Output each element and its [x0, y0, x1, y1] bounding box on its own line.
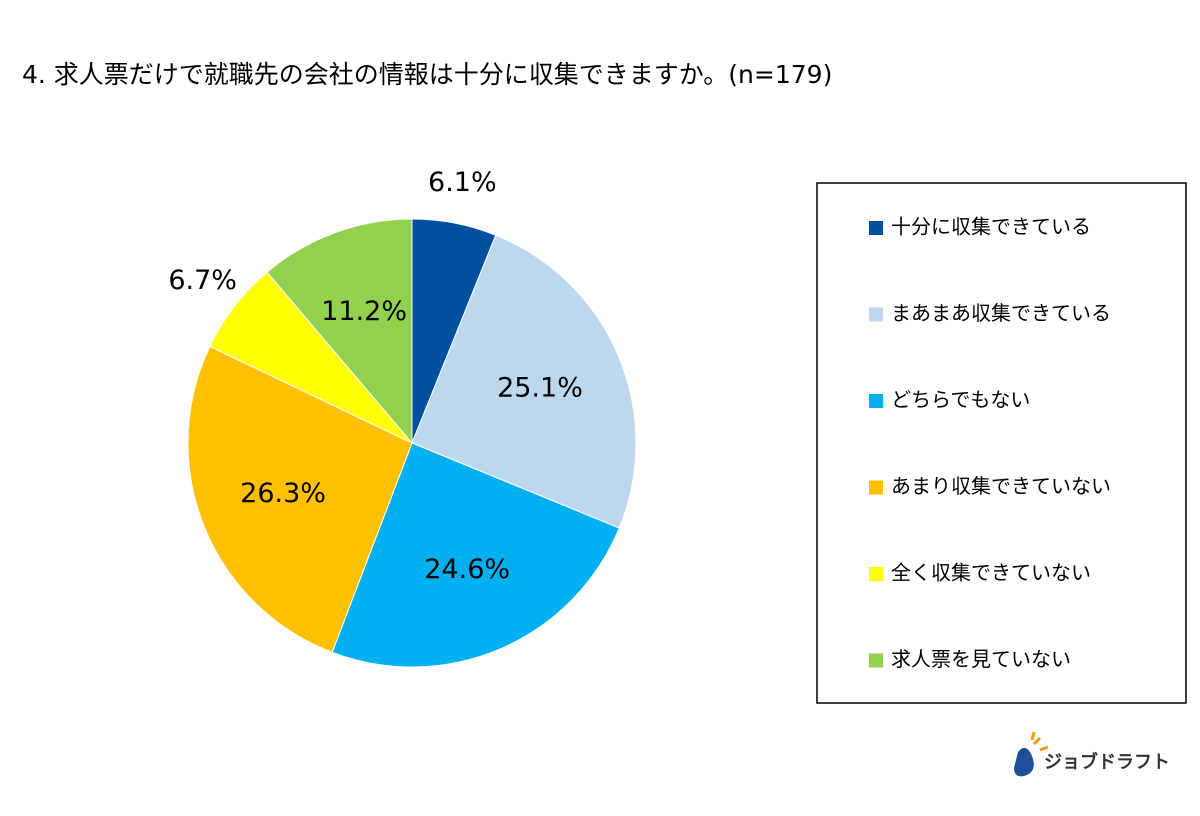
brand-icon: [1014, 747, 1034, 777]
legend-label: 求人票を見ていない: [891, 647, 1071, 671]
legend-swatch: [869, 480, 883, 495]
pie-slice: [187, 345, 413, 653]
legend-label: まあまあ収集できている: [891, 301, 1111, 325]
pie-slice: [411, 234, 637, 529]
legend-swatch: [869, 567, 883, 581]
data-label: 6.1%: [428, 167, 497, 198]
brand-spark: [1030, 731, 1049, 752]
legend-swatch: [869, 307, 883, 322]
data-label: 24.6%: [424, 554, 510, 585]
legend-swatch: [869, 221, 883, 235]
legend-label: あまり収集できていない: [891, 474, 1111, 498]
chart-title: 4. 求人票だけで就職先の会社の情報は十分に収集できますか。(n=179): [22, 60, 832, 89]
legend-box: [816, 182, 1187, 704]
brand-text: ジョブドラフト: [1044, 751, 1170, 773]
pie-slice: [266, 218, 413, 445]
data-label: 25.1%: [497, 373, 583, 404]
legend-swatch: [869, 653, 883, 668]
legend-label: どちらでもない: [891, 388, 1030, 412]
data-label: 6.7%: [168, 265, 237, 296]
pie-slice: [331, 442, 620, 668]
data-label: 11.2%: [321, 296, 407, 327]
legend-swatch: [869, 394, 883, 408]
data-label: 26.3%: [240, 478, 326, 509]
legend-label: 十分に収集できている: [891, 215, 1091, 239]
legend-label: 全く収集できていない: [891, 561, 1091, 585]
brand-logo: ジョブドラフト: [1014, 731, 1170, 777]
